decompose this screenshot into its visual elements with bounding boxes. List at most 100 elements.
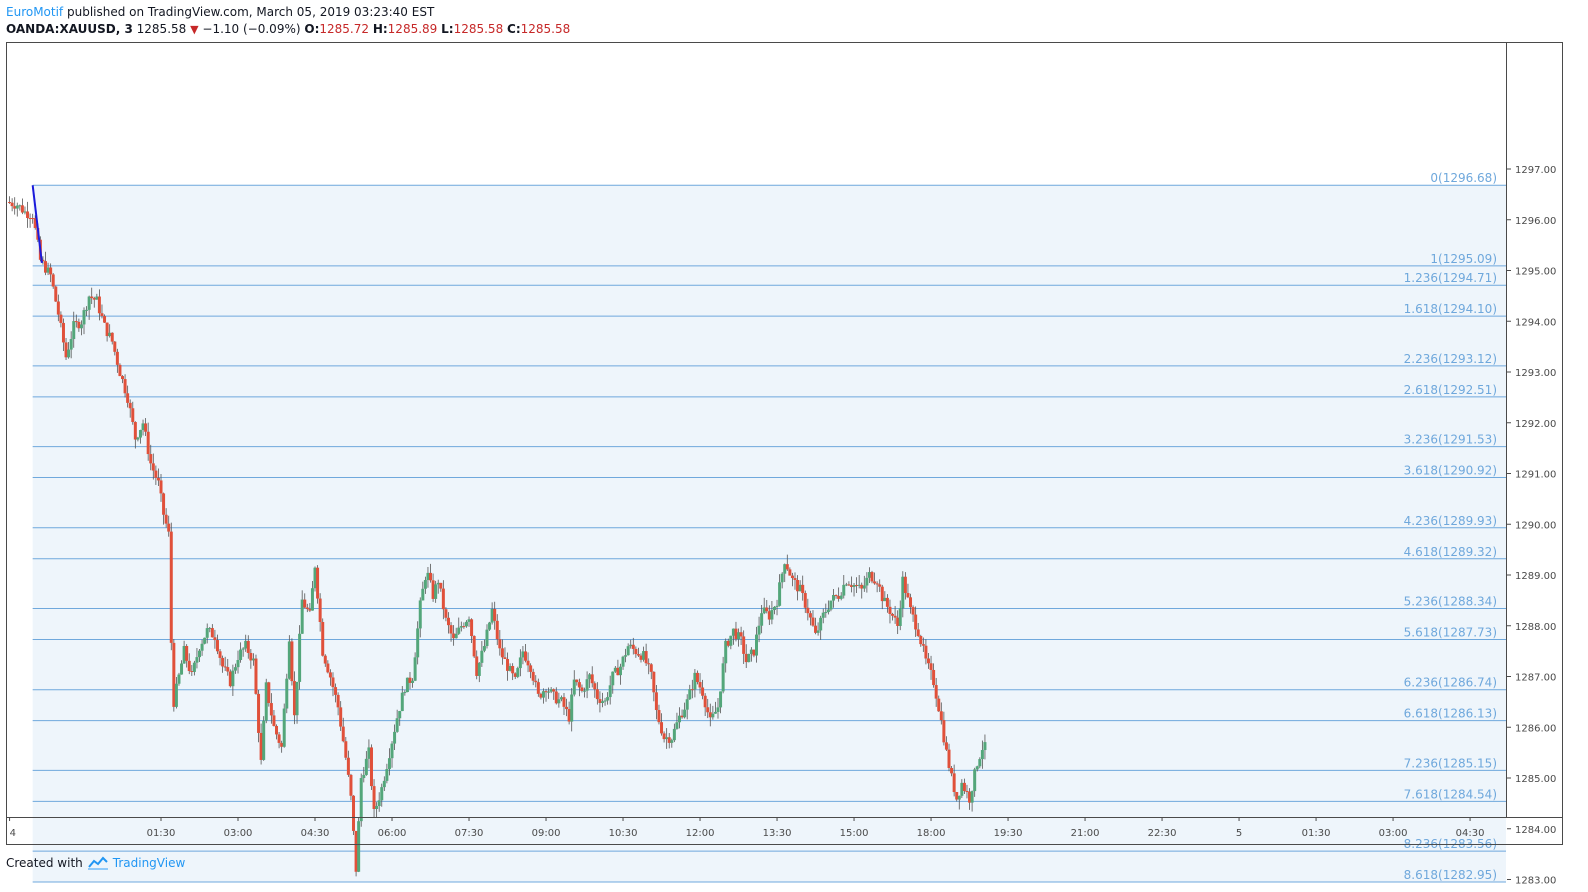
candle-down[interactable] [128,402,132,409]
candle-up[interactable] [200,643,204,651]
candle-up[interactable] [231,670,235,687]
candle-up[interactable] [608,685,612,698]
candle-up[interactable] [359,778,363,822]
candle-up[interactable] [901,576,905,609]
candle-up[interactable] [313,567,317,589]
candle-up[interactable] [549,689,553,692]
candle-up[interactable] [724,640,728,664]
candle-down[interactable] [765,607,769,612]
candle-down[interactable] [259,732,263,760]
candle-down[interactable] [123,379,127,394]
candle-down[interactable] [914,614,918,630]
candle-up[interactable] [839,595,843,599]
trend-line[interactable] [31,185,43,264]
candle-up[interactable] [192,662,196,672]
candle-down[interactable] [878,584,882,587]
candle-up[interactable] [719,691,723,708]
candle-down[interactable] [429,572,433,581]
candle-up[interactable] [747,653,751,663]
candle-down[interactable] [506,658,510,671]
candle-up[interactable] [367,747,371,759]
candle-up[interactable] [393,731,397,744]
candle-down[interactable] [213,637,217,641]
candle-down[interactable] [290,641,294,682]
candle-up[interactable] [980,750,984,760]
candle-down[interactable] [539,693,543,698]
candle-up[interactable] [182,645,186,664]
candle-down[interactable] [744,653,748,663]
candle-up[interactable] [755,634,758,656]
candle-up[interactable] [713,711,717,714]
candle-down[interactable] [149,454,153,464]
candle-down[interactable] [49,267,53,275]
candle-up[interactable] [485,629,489,647]
candle-down[interactable] [280,742,284,747]
candle-up[interactable] [973,769,977,792]
candle-down[interactable] [577,682,581,688]
candle-down[interactable] [169,531,173,643]
candle-up[interactable] [731,628,735,636]
candle-down[interactable] [185,645,189,661]
candle-down[interactable] [118,364,122,377]
candle-up[interactable] [380,787,384,801]
candle-up[interactable] [395,718,399,732]
candle-up[interactable] [405,677,409,693]
candle-down[interactable] [701,687,705,696]
candle-down[interactable] [523,651,527,661]
candle-up[interactable] [459,626,463,628]
candle-down[interactable] [785,564,789,570]
candle-up[interactable] [516,668,520,677]
candle-up[interactable] [482,646,486,651]
candle-up[interactable] [418,600,422,629]
candle-up[interactable] [398,711,402,719]
candle-down[interactable] [159,480,163,494]
candle-down[interactable] [339,707,343,727]
candle-down[interactable] [33,218,37,228]
candle-down[interactable] [662,733,666,740]
candle-up[interactable] [541,691,545,698]
candle-down[interactable] [372,786,376,809]
candle-down[interactable] [855,584,859,586]
candle-up[interactable] [518,657,522,669]
candle-down[interactable] [968,791,972,803]
candle-up[interactable] [716,707,720,712]
candle-up[interactable] [824,612,828,614]
candle-down[interactable] [97,296,101,314]
candle-down[interactable] [61,322,65,343]
candle-down[interactable] [44,261,48,273]
candle-up[interactable] [95,296,99,300]
candle-up[interactable] [978,759,982,767]
candle-down[interactable] [323,655,327,664]
candle-up[interactable] [862,585,866,589]
candle-down[interactable] [228,671,232,687]
candle-up[interactable] [467,619,471,622]
candle-down[interactable] [218,651,222,658]
candle-down[interactable] [793,578,797,581]
candle-up[interactable] [244,640,248,649]
candle-down[interactable] [965,790,969,792]
candle-up[interactable] [816,630,820,633]
candle-up[interactable] [15,205,19,209]
candle-down[interactable] [59,314,63,323]
candle-up[interactable] [362,774,366,779]
candle-up[interactable] [390,743,394,759]
candle-up[interactable] [67,349,71,358]
candle-down[interactable] [156,477,160,481]
candle-down[interactable] [215,640,219,652]
candle-down[interactable] [254,658,258,694]
candle-down[interactable] [513,673,517,677]
candle-up[interactable] [480,650,484,663]
candle-down[interactable] [511,666,515,674]
candle-up[interactable] [826,609,830,613]
candle-down[interactable] [536,682,540,694]
candle-down[interactable] [649,664,653,672]
candle-down[interactable] [131,408,135,423]
candle-down[interactable] [654,692,658,711]
candle-up[interactable] [821,612,825,618]
candle-down[interactable] [172,642,176,707]
candle-up[interactable] [287,641,291,679]
candle-down[interactable] [924,645,928,659]
candle-down[interactable] [210,628,214,638]
candle-up[interactable] [737,632,741,640]
candle-down[interactable] [916,629,920,637]
